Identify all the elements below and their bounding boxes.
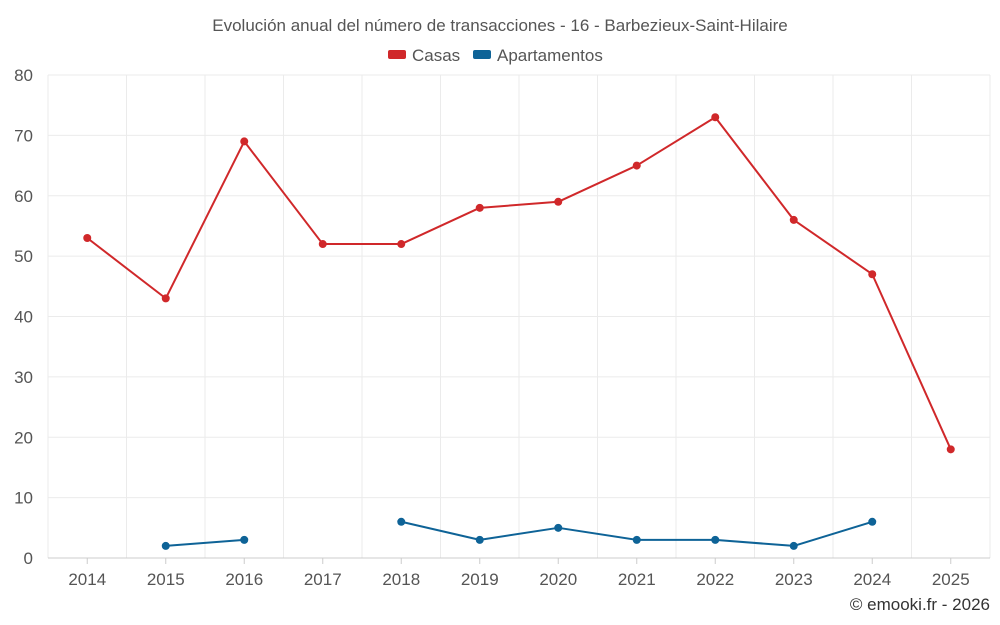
y-tick-label: 30 xyxy=(14,368,33,387)
grid xyxy=(47,74,991,558)
x-tick-label-2021: 2021 xyxy=(618,570,656,589)
point-apartamentos-2015[interactable] xyxy=(161,541,170,550)
legend-swatch-casas xyxy=(388,50,406,59)
x-tick-label-2019: 2019 xyxy=(461,570,499,589)
chart-title: Evolución anual del número de transaccio… xyxy=(212,16,787,35)
legend-label-casas: Casas xyxy=(412,46,460,65)
x-tick-label-2022: 2022 xyxy=(696,570,734,589)
point-casas-2024[interactable] xyxy=(868,270,877,279)
point-apartamentos-2023[interactable] xyxy=(789,541,798,550)
point-apartamentos-2018[interactable] xyxy=(397,517,406,526)
legend-item-casas[interactable]: Casas xyxy=(388,46,460,65)
legend: Casas Apartamentos xyxy=(388,46,603,65)
point-casas-2019[interactable] xyxy=(475,203,484,212)
series-line-apartamentos xyxy=(165,538,245,547)
x-tick-label-2018: 2018 xyxy=(382,570,420,589)
y-tick-label: 40 xyxy=(14,308,33,327)
x-tick-label-2015: 2015 xyxy=(147,570,185,589)
point-apartamentos-2024[interactable] xyxy=(868,517,877,526)
point-casas-2018[interactable] xyxy=(397,240,406,249)
y-tick-label: 70 xyxy=(14,126,33,145)
x-tick-label-2024: 2024 xyxy=(853,570,891,589)
x-tick-label-2020: 2020 xyxy=(539,570,577,589)
legend-label-apartamentos: Apartamentos xyxy=(497,46,603,65)
x-tick-label-2017: 2017 xyxy=(304,570,342,589)
point-casas-2022[interactable] xyxy=(711,113,720,122)
y-tick-label: 60 xyxy=(14,187,33,206)
point-casas-2017[interactable] xyxy=(318,240,327,249)
series-line-casas xyxy=(86,116,952,450)
point-casas-2021[interactable] xyxy=(632,161,641,170)
point-apartamentos-2019[interactable] xyxy=(475,535,484,544)
y-tick-label: 80 xyxy=(14,66,33,85)
axes: 0 10 20 30 40 50 60 70 80 2014 2015 2016 2017 2018 201… xyxy=(14,66,990,589)
y-tick-label: 10 xyxy=(14,489,33,508)
x-tick-label-2025: 2025 xyxy=(932,570,970,589)
y-tick-label: 0 xyxy=(24,549,33,568)
series-points xyxy=(83,113,955,550)
legend-item-apartamentos[interactable]: Apartamentos xyxy=(473,46,603,65)
point-apartamentos-2020[interactable] xyxy=(554,523,563,532)
x-tick-label-2016: 2016 xyxy=(225,570,263,589)
point-casas-2020[interactable] xyxy=(554,197,563,206)
point-apartamentos-2021[interactable] xyxy=(632,535,641,544)
point-casas-2014[interactable] xyxy=(83,234,92,243)
credit-text: © emooki.fr - 2026 xyxy=(850,595,990,614)
y-tick-label: 20 xyxy=(14,428,33,447)
legend-swatch-apartamentos xyxy=(473,50,491,59)
point-casas-2016[interactable] xyxy=(240,137,249,146)
point-apartamentos-2016[interactable] xyxy=(240,535,249,544)
point-casas-2023[interactable] xyxy=(789,215,798,224)
point-casas-2015[interactable] xyxy=(161,294,170,303)
y-tick-label: 50 xyxy=(14,247,33,266)
x-tick-label-2023: 2023 xyxy=(775,570,813,589)
point-apartamentos-2022[interactable] xyxy=(711,535,720,544)
point-casas-2025[interactable] xyxy=(946,445,955,454)
x-tick-label-2014: 2014 xyxy=(68,570,106,589)
